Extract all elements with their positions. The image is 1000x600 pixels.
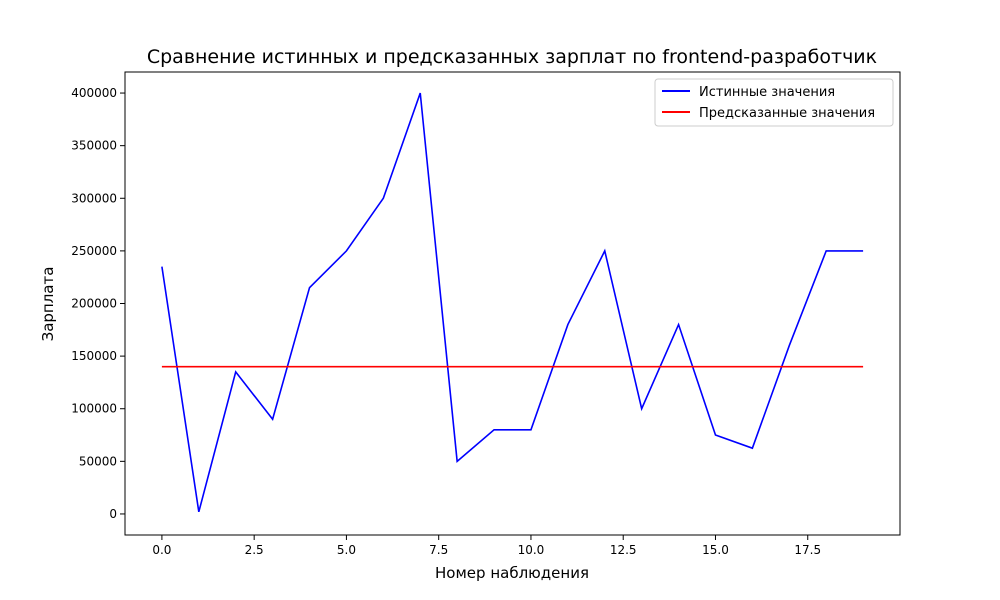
series-layer — [161, 92, 864, 513]
legend-box — [654, 78, 894, 127]
chart-title: Сравнение истинных и предсказанных зарпл… — [147, 46, 877, 68]
x-tick-label: 5.0 — [337, 543, 356, 557]
y-tick-label: 0 — [109, 507, 117, 521]
plot-area — [125, 72, 900, 535]
y-axis-label: Зарплата — [39, 267, 57, 342]
y-tick-label: 150000 — [71, 349, 117, 363]
legend: Истинные значения Предсказанные значения — [654, 78, 894, 127]
x-tick-label: 10.0 — [518, 543, 545, 557]
x-tick-label: 12.5 — [610, 543, 637, 557]
x-tick-label: 15.0 — [702, 543, 729, 557]
x-tick-label: 0.0 — [152, 543, 171, 557]
y-tick-label: 50000 — [79, 454, 117, 468]
legend-label-true-values: Истинные значения — [699, 85, 835, 100]
true-values-line — [161, 92, 864, 513]
x-axis-ticks: 0.0 2.5 5.0 7.5 10.0 12.5 15.0 17.5 — [152, 535, 821, 557]
y-tick-label: 100000 — [71, 402, 117, 416]
y-axis-ticks: 0 50000 100000 150000 200000 250000 300000 3500… — [71, 86, 125, 521]
x-tick-label: 2.5 — [245, 543, 264, 557]
y-tick-label: 400000 — [71, 86, 117, 100]
plot-frame — [124, 71, 901, 536]
y-tick-label: 300000 — [71, 191, 117, 205]
y-tick-label: 250000 — [71, 244, 117, 258]
x-tick-label: 17.5 — [794, 543, 821, 557]
y-tick-label: 350000 — [71, 139, 117, 153]
x-tick-label: 7.5 — [429, 543, 448, 557]
legend-label-predicted-values: Предсказанные значения — [699, 106, 875, 121]
plot-background — [125, 72, 900, 535]
x-axis-label: Номер наблюдения — [435, 564, 589, 582]
y-tick-label: 200000 — [71, 297, 117, 311]
